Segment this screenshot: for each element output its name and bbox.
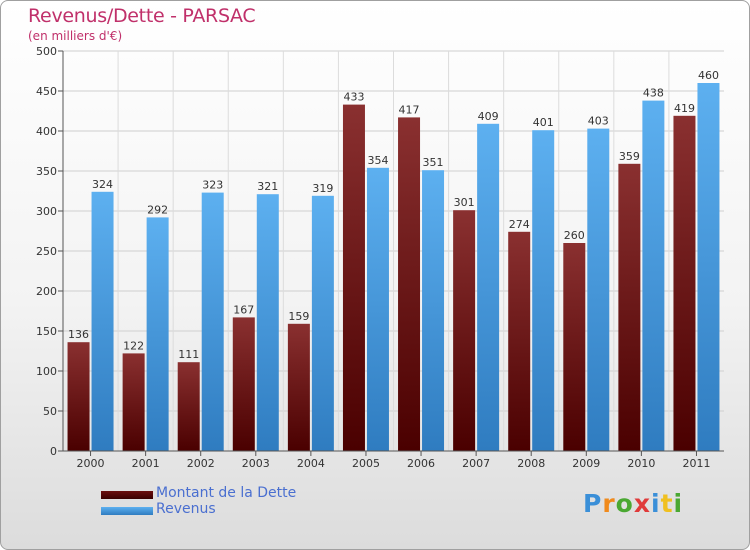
bar-revenus [642, 100, 665, 451]
legend-swatch-revenus [101, 507, 153, 515]
bar-dette [122, 353, 145, 451]
y-tick-label: 100 [36, 365, 57, 378]
bar-revenus [532, 130, 555, 451]
data-label: 292 [147, 203, 168, 216]
data-label: 159 [288, 310, 309, 323]
bar-revenus [697, 83, 720, 451]
data-label: 111 [178, 348, 199, 361]
data-label: 122 [123, 339, 144, 352]
y-tick-label: 300 [36, 205, 57, 218]
axes: 0 50 100 150 200 250 300 350 400 450 500 2000 2001 20… [36, 45, 724, 470]
bar-revenus [91, 191, 114, 452]
logo-letter: i [673, 489, 684, 518]
bar-revenus [256, 194, 279, 451]
y-tick-label: 350 [36, 165, 57, 178]
bar-dette [618, 163, 641, 452]
data-label: 354 [367, 154, 388, 167]
bar-dette [673, 115, 696, 452]
bar-revenus [477, 123, 500, 452]
data-label: 274 [509, 218, 530, 231]
bar-dette [287, 323, 310, 451]
data-label: 438 [643, 87, 664, 100]
y-tick-label: 400 [36, 125, 57, 138]
legend-label-dette: Montant de la Dette [156, 485, 297, 501]
bar-revenus [366, 167, 389, 452]
data-label: 359 [619, 150, 640, 163]
x-tick-label: 2003 [242, 457, 270, 470]
data-label: 417 [399, 103, 420, 116]
y-tick-label: 500 [36, 45, 57, 58]
data-label: 403 [588, 115, 609, 128]
data-label: 167 [233, 303, 254, 316]
data-labels: 136 324 122 292 111 323 167 321 159 319 433 354 417 3… [68, 69, 719, 361]
logo-letter: r [602, 489, 616, 518]
proxiti-logo: Proxiti [583, 489, 683, 518]
bar-revenus [146, 217, 169, 451]
bar-dette [67, 342, 90, 451]
x-tick-label: 2009 [572, 457, 600, 470]
bar-dette [508, 231, 531, 451]
x-tick-label: 2002 [187, 457, 215, 470]
chart-subtitle: (en milliers d'€) [28, 29, 123, 43]
x-tick-label: 2000 [77, 457, 105, 470]
data-label: 401 [533, 116, 554, 129]
bars [67, 83, 720, 452]
bar-dette [342, 104, 365, 451]
y-tick-label: 250 [36, 245, 57, 258]
data-label: 433 [343, 91, 364, 104]
logo-letter: i [651, 489, 661, 518]
data-label: 323 [202, 179, 223, 192]
data-label: 409 [478, 110, 499, 123]
data-label: 321 [257, 180, 278, 193]
bar-dette [453, 210, 476, 451]
x-tick-label: 2006 [407, 457, 435, 470]
data-label: 319 [312, 182, 333, 195]
x-tick-label: 2010 [627, 457, 655, 470]
logo-letter: P [583, 489, 603, 518]
x-tick-label: 2011 [682, 457, 710, 470]
x-tick-label: 2007 [462, 457, 490, 470]
data-label: 301 [454, 196, 475, 209]
legend-label-revenus: Revenus [156, 501, 216, 517]
bar-dette [398, 117, 421, 452]
y-tick-label: 200 [36, 285, 57, 298]
y-tick-label: 450 [36, 85, 57, 98]
data-label: 324 [92, 178, 113, 191]
x-tick-label: 2008 [517, 457, 545, 470]
legend-swatch-dette [101, 491, 153, 499]
bar-revenus [422, 170, 445, 451]
x-tick-label: 2005 [352, 457, 380, 470]
bar-revenus [311, 195, 334, 451]
bar-revenus [587, 128, 610, 451]
x-tick-label: 2004 [297, 457, 325, 470]
data-label: 260 [564, 229, 585, 242]
bar-dette [563, 243, 586, 451]
logo-letter: o [615, 489, 634, 518]
chart-title: Revenus/Dette - PARSAC [28, 5, 256, 27]
grid [63, 50, 724, 452]
y-tick-label: 50 [43, 405, 57, 418]
data-label: 351 [423, 156, 444, 169]
data-label: 419 [674, 102, 695, 115]
y-tick-label: 0 [50, 445, 57, 458]
data-label: 136 [68, 328, 89, 341]
bar-dette [177, 362, 200, 451]
bar-dette [232, 317, 255, 451]
x-tick-label: 2001 [132, 457, 160, 470]
bar-revenus [201, 192, 224, 451]
data-label: 460 [698, 69, 719, 82]
logo-letter: x [633, 489, 651, 518]
logo-letter: t [660, 489, 674, 518]
y-tick-label: 150 [36, 325, 57, 338]
